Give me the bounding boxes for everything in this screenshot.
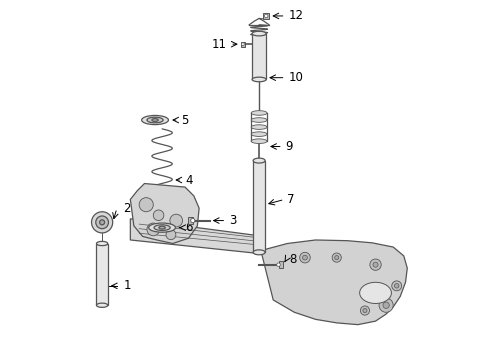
Circle shape (242, 43, 245, 46)
Circle shape (147, 223, 160, 236)
Circle shape (335, 256, 339, 260)
Ellipse shape (148, 223, 175, 232)
Circle shape (373, 262, 378, 267)
Text: 12: 12 (289, 9, 304, 22)
Ellipse shape (251, 139, 267, 144)
Text: 2: 2 (123, 202, 131, 215)
Circle shape (153, 210, 164, 221)
Polygon shape (130, 184, 199, 243)
Circle shape (303, 255, 307, 260)
Ellipse shape (251, 125, 267, 129)
Circle shape (92, 212, 113, 233)
Ellipse shape (154, 225, 170, 230)
Ellipse shape (251, 132, 267, 136)
Ellipse shape (251, 111, 267, 115)
Circle shape (170, 214, 183, 227)
Ellipse shape (97, 242, 108, 246)
Circle shape (139, 198, 153, 212)
Text: 4: 4 (185, 174, 193, 186)
Circle shape (277, 263, 280, 266)
Text: 10: 10 (289, 71, 304, 84)
Text: 5: 5 (181, 113, 189, 126)
Circle shape (300, 252, 310, 263)
Text: 7: 7 (287, 193, 295, 206)
Bar (252, 33, 266, 80)
Circle shape (166, 230, 176, 240)
Ellipse shape (253, 158, 265, 163)
Ellipse shape (253, 250, 265, 255)
Text: 6: 6 (185, 221, 193, 234)
Ellipse shape (97, 303, 108, 307)
Polygon shape (261, 240, 407, 325)
Circle shape (363, 309, 367, 312)
Ellipse shape (142, 116, 169, 125)
Text: 11: 11 (212, 38, 227, 51)
Circle shape (360, 306, 369, 315)
Ellipse shape (252, 31, 266, 36)
Text: 8: 8 (289, 253, 296, 266)
Ellipse shape (360, 282, 392, 303)
Circle shape (383, 302, 389, 309)
Ellipse shape (252, 77, 266, 82)
Circle shape (96, 216, 108, 229)
Bar (97, 243, 108, 305)
Circle shape (191, 219, 195, 223)
Circle shape (265, 14, 268, 18)
Ellipse shape (251, 118, 267, 122)
Text: 9: 9 (286, 140, 293, 153)
Bar (241, 42, 245, 47)
Circle shape (370, 259, 381, 270)
Text: 3: 3 (229, 214, 237, 227)
Bar (188, 217, 193, 224)
Circle shape (379, 298, 393, 312)
Ellipse shape (159, 226, 165, 229)
Circle shape (332, 253, 342, 262)
Circle shape (392, 281, 402, 291)
Circle shape (394, 284, 399, 288)
Circle shape (99, 220, 104, 225)
Bar (253, 161, 265, 252)
Text: 1: 1 (123, 279, 131, 292)
Ellipse shape (147, 117, 163, 123)
Bar (263, 13, 270, 19)
Polygon shape (130, 219, 265, 254)
Bar (278, 261, 283, 268)
Ellipse shape (152, 118, 158, 121)
